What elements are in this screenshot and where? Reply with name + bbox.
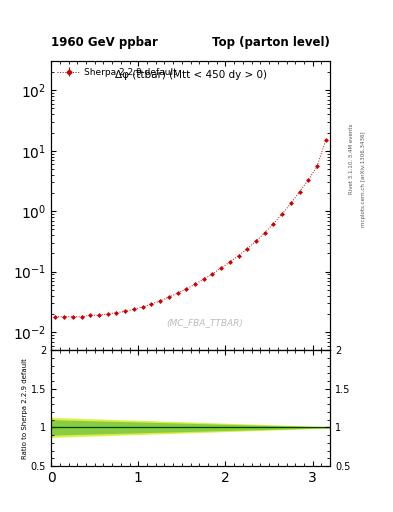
Text: (MC_FBA_TTBAR): (MC_FBA_TTBAR) xyxy=(166,318,243,327)
Text: Rivet 3.1.10, 3.4M events: Rivet 3.1.10, 3.4M events xyxy=(349,123,354,194)
Text: Top (parton level): Top (parton level) xyxy=(212,36,330,49)
Text: mcplots.cern.ch [arXiv:1306.3436]: mcplots.cern.ch [arXiv:1306.3436] xyxy=(361,132,366,227)
Text: Δφ (t̅tbar) (Mtt < 450 dy > 0): Δφ (t̅tbar) (Mtt < 450 dy > 0) xyxy=(115,70,266,80)
Legend: Sherpa 2.2.9 default: Sherpa 2.2.9 default xyxy=(55,66,179,78)
Text: 1960 GeV ppbar: 1960 GeV ppbar xyxy=(51,36,158,49)
Y-axis label: Ratio to Sherpa 2.2.9 default: Ratio to Sherpa 2.2.9 default xyxy=(22,358,28,459)
